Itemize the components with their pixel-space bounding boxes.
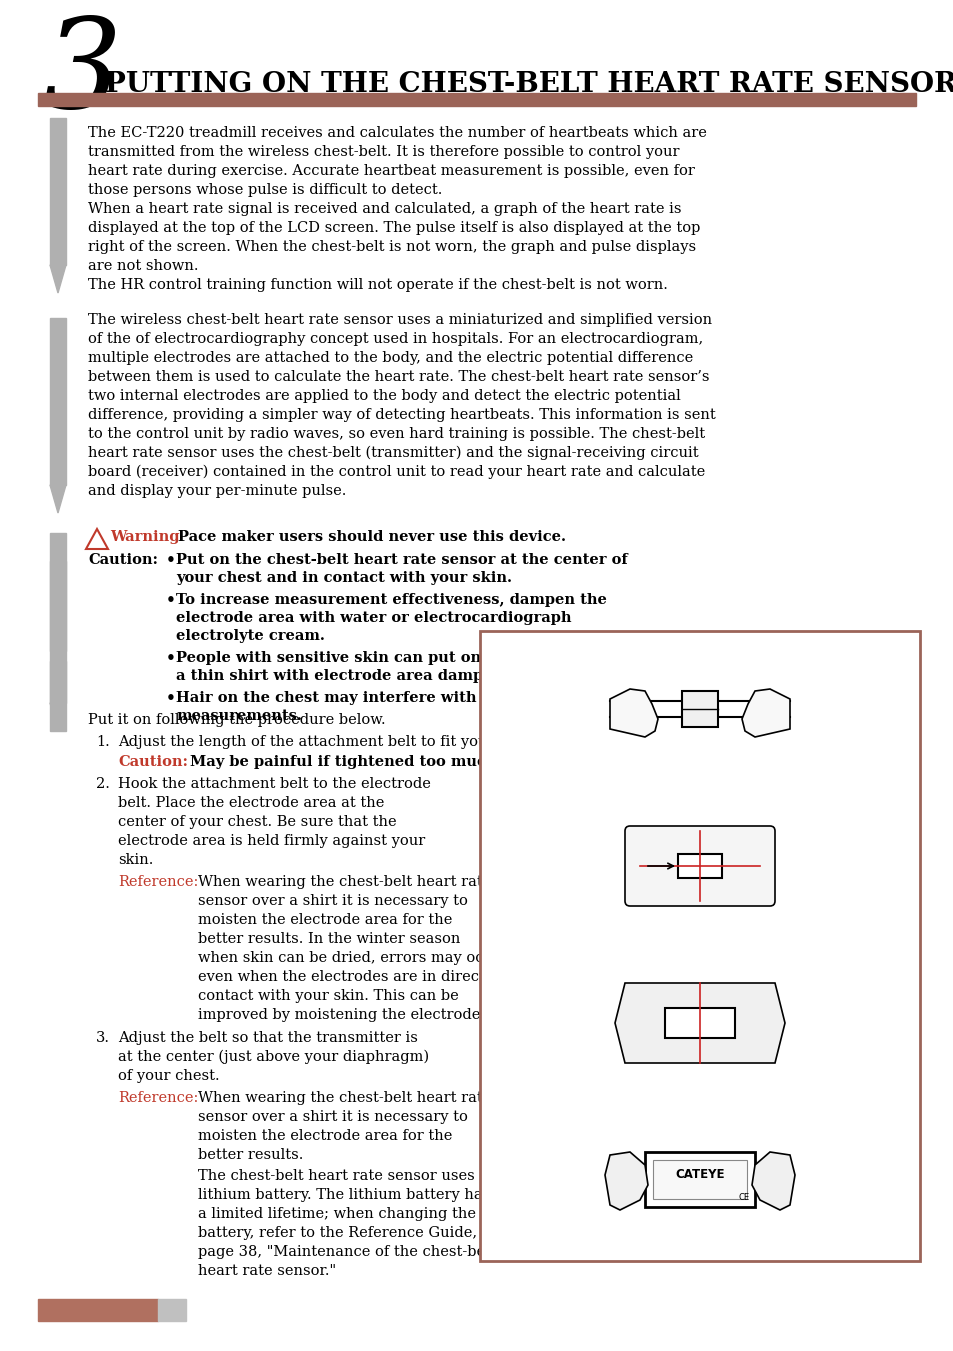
Text: •: •	[166, 553, 175, 567]
Bar	[652, 1161, 746, 1198]
Text: Hook the attachment belt to the electrode: Hook the attachment belt to the electrod…	[118, 777, 431, 790]
Text: those persons whose pulse is difficult to detect.: those persons whose pulse is difficult t…	[88, 182, 442, 197]
Text: of the of electrocardiography concept used in hospitals. For an electrocardiogra: of the of electrocardiography concept us…	[88, 332, 702, 346]
Text: 1.: 1.	[96, 735, 110, 748]
Text: a thin shirt with electrode area damped with water.: a thin shirt with electrode area damped …	[175, 669, 598, 684]
Text: electrolyte cream.: electrolyte cream.	[175, 630, 325, 643]
Polygon shape	[615, 984, 784, 1063]
Polygon shape	[50, 485, 66, 513]
Text: Warning: Warning	[110, 530, 179, 544]
Text: your chest and in contact with your skin.: your chest and in contact with your skin…	[175, 571, 512, 585]
Text: skin.: skin.	[118, 852, 153, 867]
Text: when skin can be dried, errors may occur: when skin can be dried, errors may occur	[198, 951, 508, 965]
Text: The EC-T220 treadmill receives and calculates the number of heartbeats which are: The EC-T220 treadmill receives and calcu…	[88, 126, 706, 141]
Text: 2.: 2.	[96, 777, 110, 790]
Text: electrode area with water or electrocardiograph: electrode area with water or electrocard…	[175, 611, 571, 626]
Bar	[678, 854, 721, 878]
Bar	[479, 631, 919, 1260]
Bar	[50, 561, 66, 703]
Text: displayed at the top of the LCD screen. The pulse itself is also displayed at th: displayed at the top of the LCD screen. …	[88, 222, 700, 235]
Text: moisten the electrode area for the: moisten the electrode area for the	[198, 1129, 452, 1143]
Text: When a heart rate signal is received and calculated, a graph of the heart rate i: When a heart rate signal is received and…	[88, 203, 680, 216]
Text: Put it on following the procedure below.: Put it on following the procedure below.	[88, 713, 385, 727]
Text: CE: CE	[739, 1193, 749, 1202]
Bar	[38, 1300, 158, 1321]
Text: of your chest.: of your chest.	[118, 1069, 219, 1084]
Text: Caution:: Caution:	[88, 553, 158, 567]
Bar	[681, 690, 718, 727]
Text: battery, refer to the Reference Guide,: battery, refer to the Reference Guide,	[198, 1225, 476, 1240]
Text: better results.: better results.	[198, 1148, 303, 1162]
Bar	[50, 534, 66, 651]
Text: Reference:: Reference:	[118, 1092, 198, 1105]
Text: multiple electrodes are attached to the body, and the electric potential differe: multiple electrodes are attached to the …	[88, 351, 693, 365]
Text: 3: 3	[42, 14, 121, 135]
Text: center of your chest. Be sure that the: center of your chest. Be sure that the	[118, 815, 396, 830]
Text: Pace maker users should never use this device.: Pace maker users should never use this d…	[178, 530, 565, 544]
Text: right of the screen. When the chest-belt is not worn, the graph and pulse displa: right of the screen. When the chest-belt…	[88, 240, 696, 254]
Text: electrode area is held firmly against your: electrode area is held firmly against yo…	[118, 834, 425, 848]
Text: Reference:: Reference:	[118, 875, 198, 889]
Text: difference, providing a simpler way of detecting heartbeats. This information is: difference, providing a simpler way of d…	[88, 408, 715, 422]
Text: heart rate sensor.": heart rate sensor."	[198, 1265, 335, 1278]
Text: •: •	[166, 651, 175, 666]
Text: heart rate during exercise. Accurate heartbeat measurement is possible, even for: heart rate during exercise. Accurate hea…	[88, 163, 694, 178]
Text: The chest-belt heart rate sensor uses a: The chest-belt heart rate sensor uses a	[198, 1169, 488, 1183]
Text: improved by moistening the electrodes.: improved by moistening the electrodes.	[198, 1008, 492, 1021]
Text: even when the electrodes are in direct: even when the electrodes are in direct	[198, 970, 484, 984]
Text: sensor over a shirt it is necessary to: sensor over a shirt it is necessary to	[198, 1111, 467, 1124]
Text: are not shown.: are not shown.	[88, 259, 198, 273]
Bar	[38, 93, 915, 105]
Polygon shape	[604, 1152, 647, 1210]
Text: When wearing the chest-belt heart rate: When wearing the chest-belt heart rate	[198, 875, 491, 889]
Text: Put on the chest-belt heart rate sensor at the center of: Put on the chest-belt heart rate sensor …	[175, 553, 627, 567]
FancyBboxPatch shape	[624, 825, 774, 907]
Text: board (receiver) contained in the control unit to read your heart rate and calcu: board (receiver) contained in the contro…	[88, 465, 704, 480]
Text: between them is used to calculate the heart rate. The chest-belt heart rate sens: between them is used to calculate the he…	[88, 370, 709, 384]
Text: a limited lifetime; when changing the: a limited lifetime; when changing the	[198, 1206, 476, 1221]
Bar	[644, 1152, 754, 1206]
Text: at the center (just above your diaphragm): at the center (just above your diaphragm…	[118, 1050, 429, 1065]
Bar	[664, 1008, 734, 1038]
Text: Hair on the chest may interfere with accurate: Hair on the chest may interfere with acc…	[175, 690, 553, 705]
Text: better results. In the winter season: better results. In the winter season	[198, 932, 460, 946]
Text: to the control unit by radio waves, so even hard training is possible. The chest: to the control unit by radio waves, so e…	[88, 427, 704, 440]
Text: To increase measurement effectiveness, dampen the: To increase measurement effectiveness, d…	[175, 593, 606, 607]
Polygon shape	[741, 689, 789, 738]
Text: page 38, "Maintenance of the chest-belt: page 38, "Maintenance of the chest-belt	[198, 1246, 496, 1259]
Text: The HR control training function will not operate if the chest-belt is not worn.: The HR control training function will no…	[88, 278, 667, 292]
Text: and display your per-minute pulse.: and display your per-minute pulse.	[88, 484, 346, 499]
Bar	[50, 661, 66, 731]
Text: •: •	[166, 690, 175, 707]
Polygon shape	[86, 530, 108, 549]
Text: Caution:: Caution:	[118, 755, 188, 769]
Text: contact with your skin. This can be: contact with your skin. This can be	[198, 989, 458, 1002]
Text: two internal electrodes are applied to the body and detect the electric potentia: two internal electrodes are applied to t…	[88, 389, 680, 403]
Text: 3.: 3.	[96, 1031, 110, 1046]
Text: Adjust the belt so that the transmitter is: Adjust the belt so that the transmitter …	[118, 1031, 417, 1046]
Text: •: •	[166, 593, 175, 608]
Text: PUTTING ON THE CHEST-BELT HEART RATE SENSOR: PUTTING ON THE CHEST-BELT HEART RATE SEN…	[105, 72, 953, 99]
Text: transmitted from the wireless chest-belt. It is therefore possible to control yo: transmitted from the wireless chest-belt…	[88, 145, 679, 159]
Text: heart rate sensor uses the chest-belt (transmitter) and the signal-receiving cir: heart rate sensor uses the chest-belt (t…	[88, 446, 698, 461]
Text: !: !	[94, 534, 100, 546]
Text: May be painful if tightened too much.: May be painful if tightened too much.	[190, 755, 501, 769]
Bar	[50, 317, 66, 485]
Polygon shape	[609, 689, 658, 738]
Polygon shape	[50, 703, 66, 731]
Polygon shape	[50, 265, 66, 293]
Text: measurements.: measurements.	[175, 709, 301, 723]
Text: belt. Place the electrode area at the: belt. Place the electrode area at the	[118, 796, 384, 811]
Bar	[50, 118, 66, 265]
Text: sensor over a shirt it is necessary to: sensor over a shirt it is necessary to	[198, 894, 467, 908]
Text: Adjust the length of the attachment belt to fit your chest.: Adjust the length of the attachment belt…	[118, 735, 543, 748]
Bar	[158, 1300, 186, 1321]
Text: When wearing the chest-belt heart rate: When wearing the chest-belt heart rate	[198, 1092, 491, 1105]
Text: CATEYE: CATEYE	[675, 1169, 724, 1182]
Text: lithium battery. The lithium battery has: lithium battery. The lithium battery has	[198, 1188, 490, 1202]
Polygon shape	[751, 1152, 794, 1210]
Text: moisten the electrode area for the: moisten the electrode area for the	[198, 913, 452, 927]
Text: People with sensitive skin can put on the chest-belt over: People with sensitive skin can put on th…	[175, 651, 639, 665]
Text: The wireless chest-belt heart rate sensor uses a miniaturized and simplified ver: The wireless chest-belt heart rate senso…	[88, 313, 711, 327]
